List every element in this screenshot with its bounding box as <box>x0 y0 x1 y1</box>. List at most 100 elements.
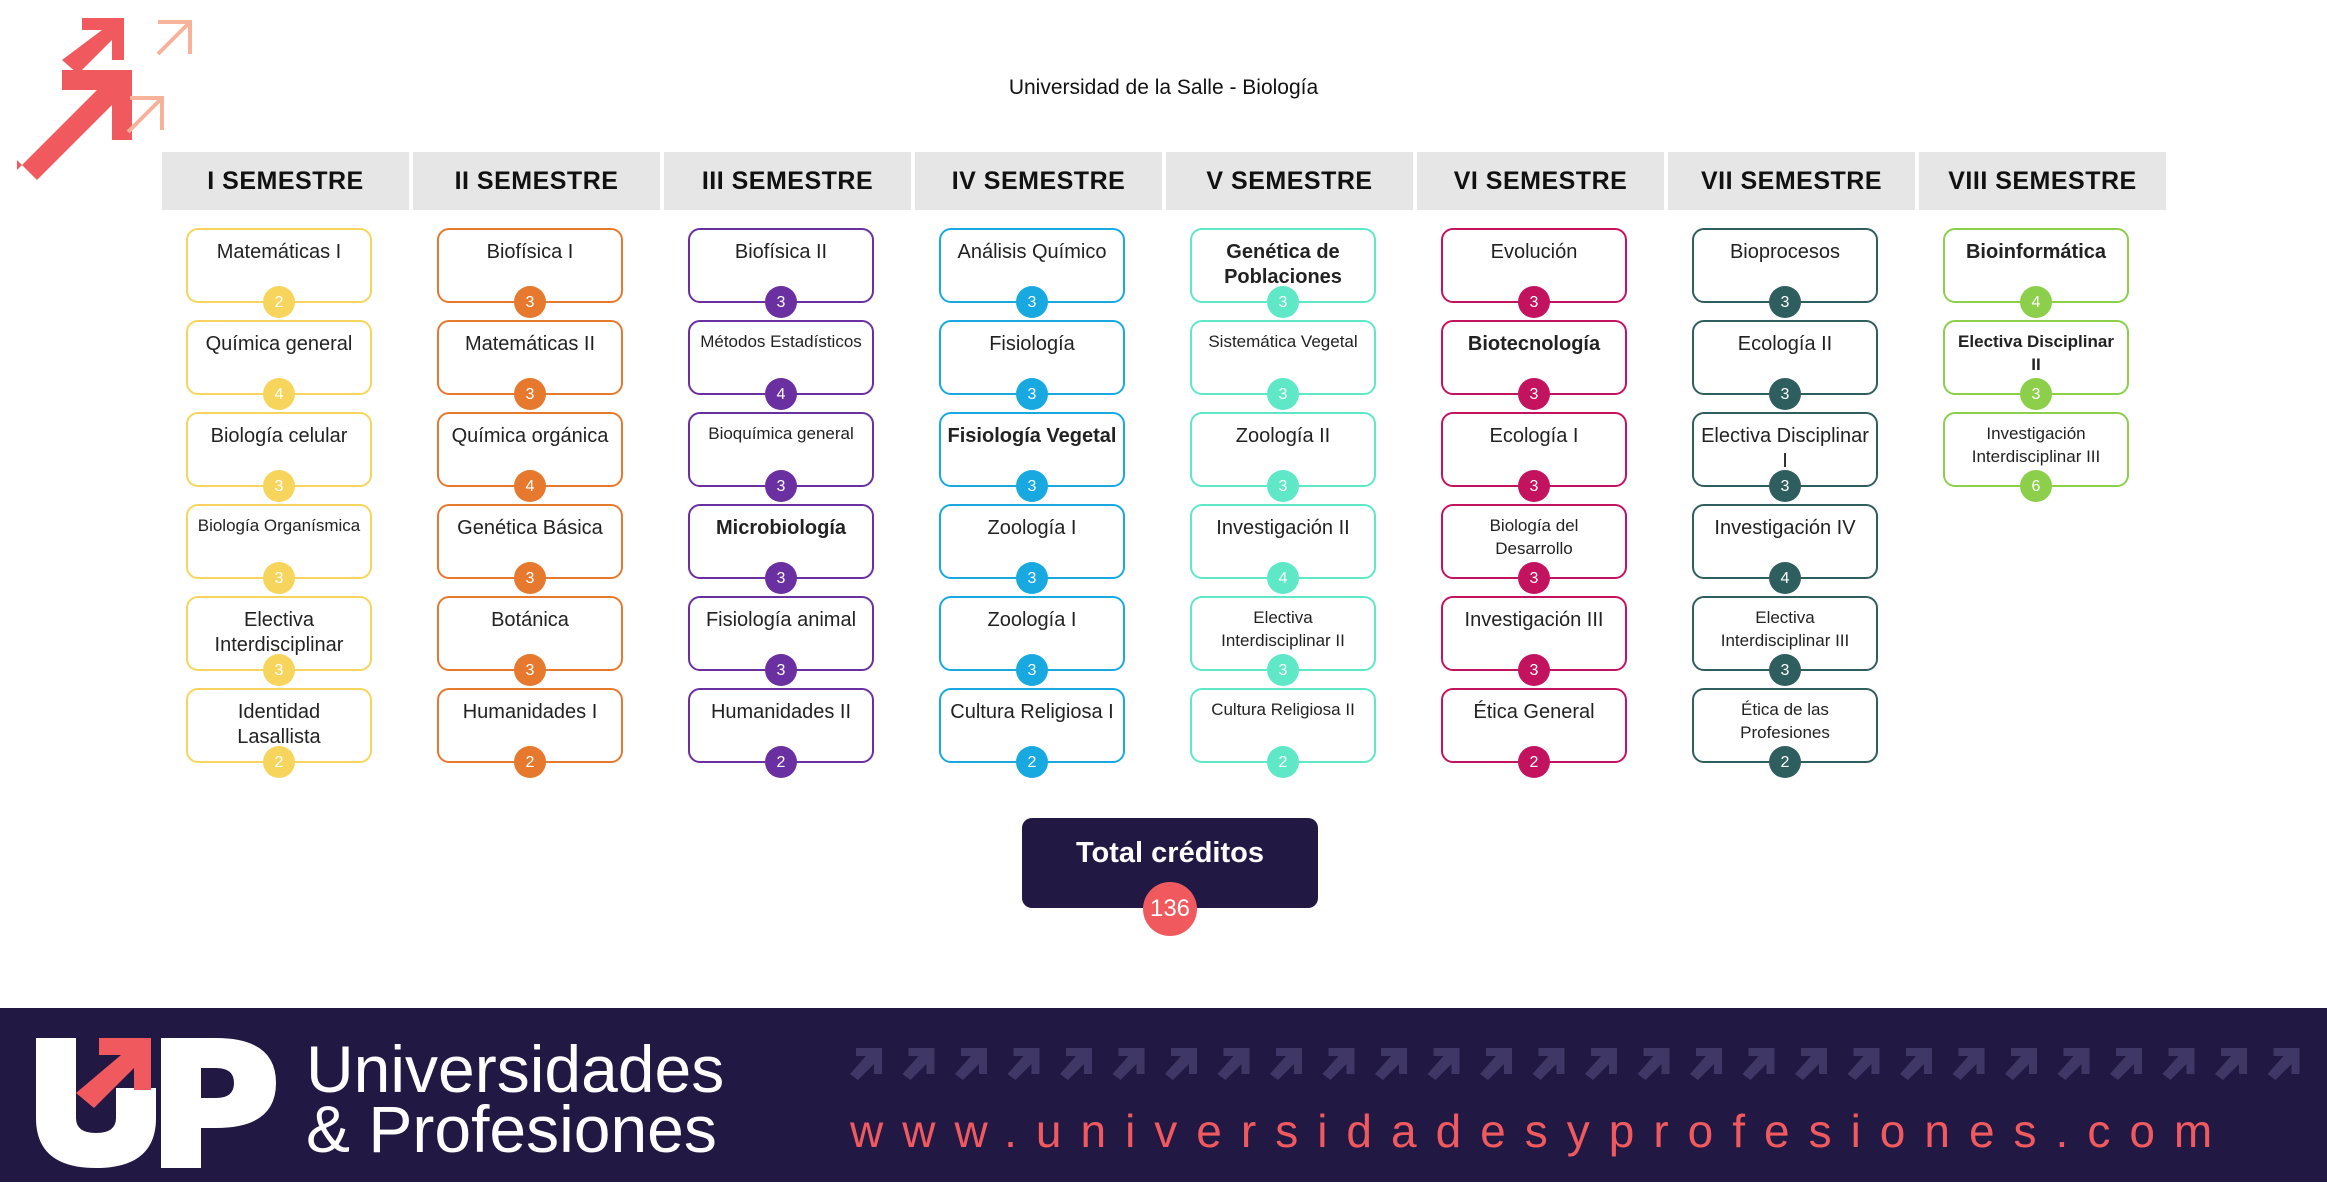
course-name: Métodos Estadísticos <box>700 332 862 351</box>
course-card: Zoología II 3 <box>1190 412 1376 502</box>
course-name: Investigación IV <box>1714 517 1856 539</box>
course-card: Investigación Interdisciplinar III 6 <box>1943 412 2129 502</box>
credit-badge: 3 <box>1016 286 1048 318</box>
semester-column-1: I SEMESTRE Matemáticas I 2 Química general 4… <box>162 152 409 778</box>
course-card: Evolución 3 <box>1441 228 1627 318</box>
page-title: Universidad de la Salle - Biología <box>1008 76 1319 99</box>
course-card: Identidad Lasallista 2 <box>186 688 372 778</box>
course-card: Microbiología 3 <box>688 504 874 594</box>
course-name: Química orgánica <box>451 425 609 447</box>
course-name: Electiva Disciplinar II <box>1958 332 2114 374</box>
website-url: www.universidadesyprofesiones.com <box>850 1105 2232 1157</box>
credit-badge: 3 <box>1769 378 1801 410</box>
course-card: Bioprocesos 3 <box>1692 228 1878 318</box>
course-card: Biología Organísmica 3 <box>186 504 372 594</box>
curriculum-grid: I SEMESTRE Matemáticas I 2 Química general 4… <box>162 152 2166 778</box>
course-name: Zoología I <box>987 609 1077 631</box>
course-name: Investigación Interdisciplinar III <box>1971 424 2101 466</box>
arrow-icon <box>1532 1048 1565 1080</box>
semester-header: III SEMESTRE <box>664 152 911 210</box>
course-name: Química general <box>205 333 353 355</box>
semester-column-2: II SEMESTRE Biofísica I 3 Matemáticas II 3 Qu… <box>413 152 660 778</box>
semester-column-8: VIII SEMESTRE Bioinformática 4 Electiva Dis… <box>1919 152 2166 772</box>
arrow-icon <box>1165 1048 1197 1080</box>
course-card: Ética General 2 <box>1441 688 1627 778</box>
course-name: Biología del Desarrollo <box>1489 516 1579 558</box>
arrow-icon <box>1375 1048 1407 1080</box>
course-name: Zoología II <box>1235 425 1331 447</box>
course-card: Biotecnología 3 <box>1441 320 1627 410</box>
course-name: Genética Básica <box>457 517 603 539</box>
credit-badge: 2 <box>765 746 797 778</box>
course-name: Bioquímica general <box>708 424 854 443</box>
course-card: Fisiología Vegetal 3 <box>939 412 1125 502</box>
semester-header: VI SEMESTRE <box>1417 152 1664 210</box>
course-name: Biofísica I <box>486 241 574 263</box>
course-card: Fisiología 3 <box>939 320 1125 410</box>
credit-badge: 3 <box>1016 654 1048 686</box>
course-name: Fisiología Vegetal <box>947 425 1117 447</box>
arrow-icon <box>2005 1048 2037 1080</box>
course-name: Ética de las Profesiones <box>1740 700 1830 742</box>
course-name: Humanidades II <box>710 701 852 723</box>
course-name: Ecología I <box>1489 425 1579 447</box>
credit-badge: 3 <box>514 562 546 594</box>
course-card: Cultura Religiosa I 2 <box>939 688 1125 778</box>
course-card: Fisiología animal 3 <box>688 596 874 686</box>
course-card: Métodos Estadísticos 4 <box>688 320 874 410</box>
credit-badge: 3 <box>765 470 797 502</box>
course-name: Cultura Religiosa I <box>950 701 1114 723</box>
credit-badge: 3 <box>514 378 546 410</box>
course-card: Botánica 3 <box>437 596 623 686</box>
course-name: Biología celular <box>210 425 348 447</box>
arrow-icon <box>2057 1048 2090 1080</box>
arrow-icon <box>1952 1048 1985 1080</box>
course-card: Electiva Interdisciplinar 3 <box>186 596 372 686</box>
course-name: Investigación II <box>1216 517 1350 539</box>
course-name: Electiva Disciplinar I <box>1701 425 1869 472</box>
course-card: Electiva Disciplinar II 3 <box>1943 320 2129 410</box>
credit-badge: 3 <box>1267 654 1299 686</box>
course-name: Ecología II <box>1737 333 1833 355</box>
credit-badge: 3 <box>1016 378 1048 410</box>
credit-badge: 3 <box>1267 286 1299 318</box>
arrow-icon <box>1112 1048 1145 1080</box>
credit-badge: 3 <box>1769 286 1801 318</box>
arrow-icon <box>1480 1048 1512 1080</box>
course-card: Bioinformática 4 <box>1943 228 2129 318</box>
credit-badge: 4 <box>1267 562 1299 594</box>
arrow-icon <box>1217 1048 1250 1080</box>
credit-badge: 4 <box>514 470 546 502</box>
credit-badge: 4 <box>765 378 797 410</box>
arrow-icon <box>902 1048 935 1080</box>
semester-header: VII SEMESTRE <box>1668 152 1915 210</box>
arrow-icon <box>1270 1048 1302 1080</box>
credit-badge: 6 <box>2020 470 2052 502</box>
semester-column-5: V SEMESTRE Genética de Poblaciones 3 Sistem… <box>1166 152 1413 778</box>
credit-badge: 2 <box>1769 746 1801 778</box>
semester-header: I SEMESTRE <box>162 152 409 210</box>
course-card: Sistemática Vegetal 3 <box>1190 320 1376 410</box>
credit-badge: 2 <box>1016 746 1048 778</box>
course-card: Biofísica I 3 <box>437 228 623 318</box>
decorative-arrows-icon <box>850 1048 2300 1080</box>
credit-badge: 4 <box>263 378 295 410</box>
course-card: Química general 4 <box>186 320 372 410</box>
total-credits-badge: 136 <box>1143 882 1197 936</box>
credit-badge: 3 <box>1518 470 1550 502</box>
credit-badge: 3 <box>263 470 295 502</box>
course-name: Genética de Poblaciones <box>1224 241 1342 288</box>
credit-badge: 3 <box>263 654 295 686</box>
credit-badge: 3 <box>514 654 546 686</box>
course-name: Zoología I <box>987 517 1077 539</box>
brand-name-line2: & Profesiones <box>306 1092 717 1166</box>
arrow-icon <box>1637 1048 1670 1080</box>
arrow-icon <box>1060 1048 1092 1080</box>
credit-badge: 4 <box>1769 562 1801 594</box>
total-credits-label: Total créditos <box>1076 837 1264 869</box>
course-card: Biología del Desarrollo 3 <box>1441 504 1627 594</box>
credit-badge: 3 <box>765 562 797 594</box>
course-card: Zoología I 3 <box>939 596 1125 686</box>
course-card: Electiva Interdisciplinar III 3 <box>1692 596 1878 686</box>
